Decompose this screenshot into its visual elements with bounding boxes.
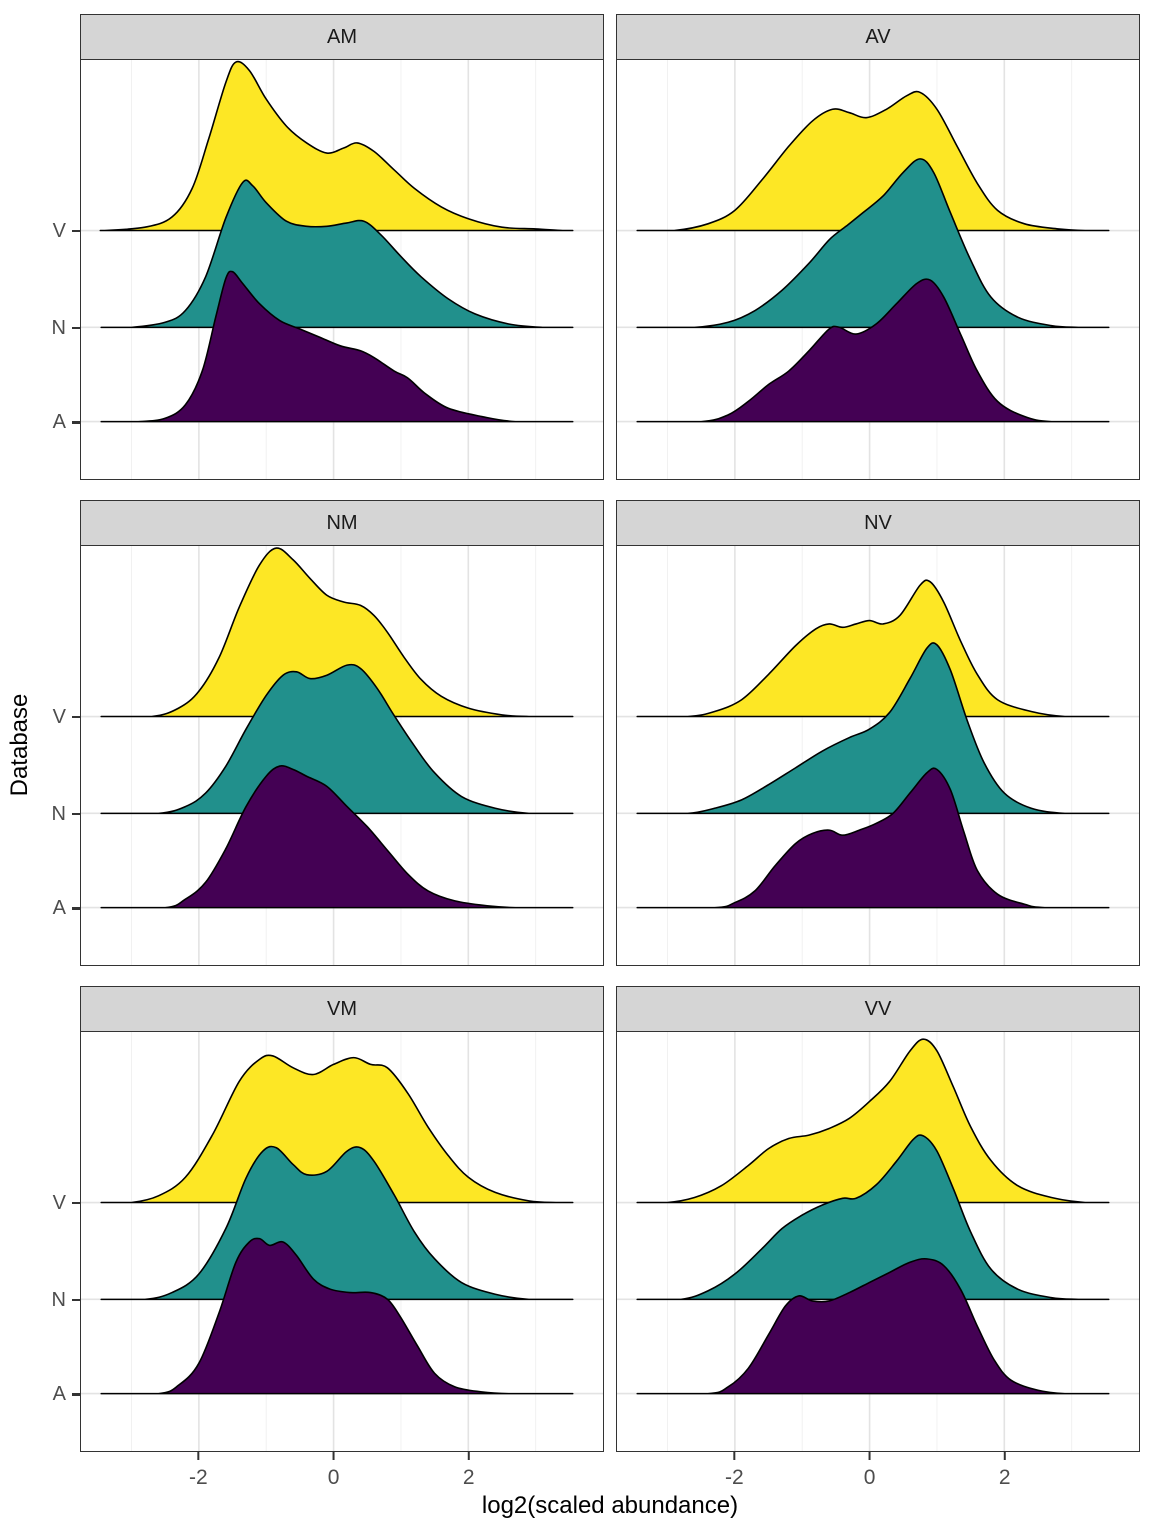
y-tick-mark [72,812,80,816]
ridgeline-plot-AM [81,60,603,479]
density-curve-NV-A [636,767,1110,909]
facet-strip-NV: NV [616,500,1140,546]
density-curve-VM-A [100,1237,574,1395]
density-curve-AM-V [99,60,574,232]
y-tick-mark [72,1393,80,1396]
y-tick-label-N-row2: N [51,1288,66,1311]
facet-panel-NV [616,546,1140,966]
ridgeline-plot-NV [617,546,1139,965]
x-axis-left: -2 0 2 [80,1452,604,1492]
facet-strip-VV: VV [616,986,1140,1032]
y-tick-label-V-row1: V [52,705,66,728]
x-tick-label: 2 [463,1466,475,1489]
facet-panel-NM [80,546,604,966]
facet-strip-AV: AV [616,14,1140,60]
facet-label: AM [327,25,357,48]
y-tick-mark [72,907,80,910]
facet-label: NM [326,511,358,534]
density-curve-VV-A [636,1257,1110,1395]
x-axis-ticks-right: -2 0 2 [725,1452,1011,1489]
facet-AM: AM [80,14,604,480]
density-curve-VM-N [100,1145,574,1301]
ridgeline-plot-NM [81,546,603,965]
facet-VV: VV [616,986,1140,1452]
density-curve-NV-N [636,642,1110,815]
y-tick-mark [72,1298,80,1302]
x-tick-label: -2 [189,1466,208,1489]
ridgeline-plot-VV [617,1032,1139,1451]
ridgeline-plot-AV [617,60,1139,479]
facet-panel-VM [80,1032,604,1452]
facet-label: AV [865,25,891,48]
y-tick-label-A-row2: A [52,1383,66,1406]
facet-NV: NV [616,500,1140,966]
density-curve-VV-V [636,1038,1110,1204]
density-curve-AM-N [100,179,574,329]
y-tick-mark [72,326,80,330]
density-curve-AV-N [636,158,1110,329]
density-curve-AV-A [636,278,1110,423]
facet-panel-AV [616,60,1140,480]
facet-VM: VM [80,986,604,1452]
y-tick-mark [72,715,80,719]
y-tick-label-V-row2: V [52,1191,66,1214]
y-tick-label-N-row0: N [51,316,66,339]
facet-label: VV [864,997,892,1020]
x-tick-label: -2 [725,1466,744,1489]
facet-grid: AM AV NM NV VM VV [80,14,1140,1452]
facet-panel-AM [80,60,604,480]
y-tick-mark [72,421,80,424]
y-tick-label-A-row1: A [52,897,66,920]
x-tick-label: 0 [864,1466,876,1489]
y-tick-label-N-row1: N [51,802,66,825]
density-curve-AV-V [636,90,1110,232]
x-axis-title: log2(scaled abundance) [481,1492,739,1519]
y-tick-label-A-row0: A [52,411,66,434]
y-axis: V N A V N A V N A [0,0,80,1536]
y-tick-label-V-row0: V [52,219,66,242]
density-curve-AM-A [100,270,574,423]
facet-strip-VM: VM [80,986,604,1032]
density-curve-VM-V [100,1054,574,1204]
density-curve-NV-V [636,579,1110,718]
y-tick-mark [72,1201,80,1205]
x-axis-ticks-left: -2 0 2 [189,1452,475,1489]
facet-AV: AV [616,14,1140,480]
facet-NM: NM [80,500,604,966]
density-curve-VV-N [636,1134,1110,1301]
x-tick-label: 0 [328,1466,340,1489]
facet-strip-NM: NM [80,500,604,546]
ridgeline-plot-VM [81,1032,603,1451]
y-axis-title: Database [6,693,33,797]
density-curve-NM-A [100,765,574,909]
x-axis-right: -2 0 2 [616,1452,1140,1492]
y-tick-mark [72,229,80,233]
density-curve-NM-V [100,547,574,718]
facet-label: NV [864,511,892,534]
facet-label: VM [327,997,357,1020]
facet-strip-AM: AM [80,14,604,60]
density-curve-NM-N [100,663,574,815]
facet-panel-VV [616,1032,1140,1452]
x-axis: -2 0 2 -2 0 2 [80,1452,1140,1492]
x-tick-label: 2 [999,1466,1011,1489]
